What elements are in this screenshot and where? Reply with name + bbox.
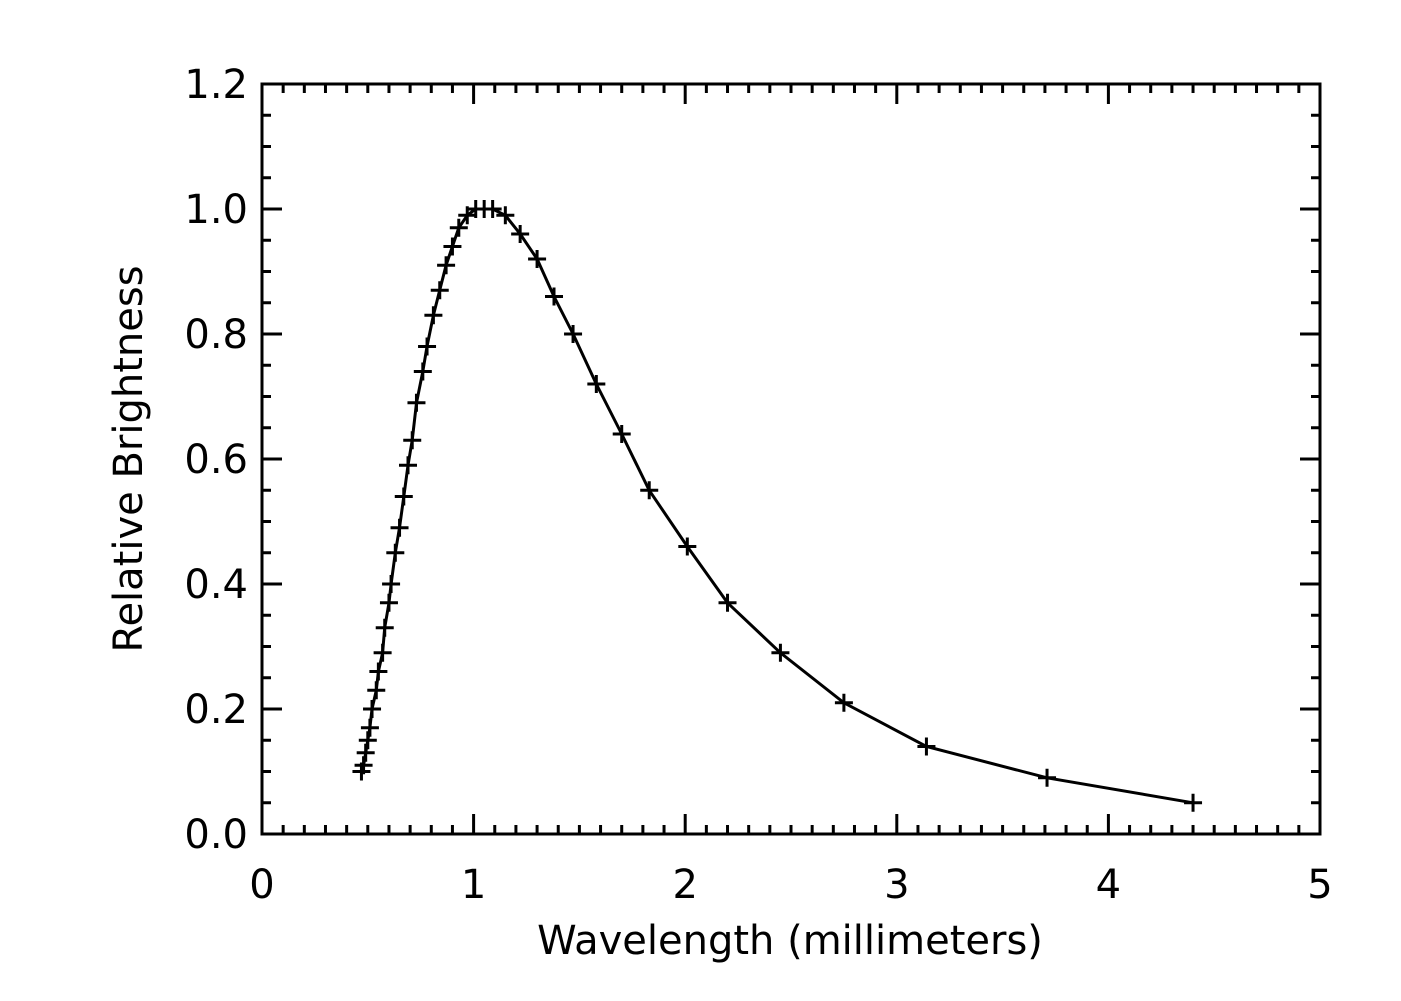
x-tick-label: 4: [1096, 862, 1121, 908]
data-point: [354, 756, 373, 775]
data-point: [545, 287, 564, 306]
x-tick-label: 2: [672, 862, 697, 908]
data-point: [496, 206, 515, 225]
data-point: [1038, 768, 1057, 787]
y-tick-label: 0.8: [184, 312, 248, 358]
data-point: [528, 250, 547, 268]
minor-ticks: [262, 84, 1320, 834]
data-markers: [352, 200, 1203, 812]
data-point: [418, 337, 437, 356]
data-point: [430, 281, 449, 300]
data-point: [360, 718, 379, 737]
major-ticks: [260, 82, 1322, 836]
data-point: [483, 200, 502, 218]
y-tick-label: 0.4: [184, 562, 248, 608]
data-point: [587, 375, 606, 393]
data-point: [718, 593, 737, 612]
data-point: [449, 218, 468, 237]
data-point: [403, 431, 422, 450]
data-point: [373, 643, 392, 662]
y-tick-label: 0.0: [184, 812, 248, 858]
plot-frame: [260, 82, 1322, 836]
data-point: [356, 743, 375, 762]
data-point: [386, 543, 405, 562]
data-point: [390, 518, 409, 537]
data-point: [394, 487, 413, 506]
x-tick-label: 5: [1307, 862, 1332, 908]
data-point: [612, 425, 631, 443]
data-point: [375, 618, 394, 637]
data-point: [382, 575, 401, 593]
data-point: [399, 456, 418, 475]
data-point: [413, 362, 432, 381]
data-point: [379, 593, 398, 612]
data-point: [424, 306, 443, 325]
data-point: [640, 481, 659, 500]
y-tick-label: 1.0: [184, 187, 248, 233]
data-point: [834, 693, 853, 712]
data-point: [511, 225, 530, 243]
y-tick-label: 0.6: [184, 437, 248, 483]
data-point: [369, 662, 388, 681]
data-point: [367, 681, 386, 700]
y-axis-title: Relative Brightness: [106, 265, 152, 652]
data-point: [363, 700, 382, 718]
data-point: [678, 537, 697, 556]
x-axis-title: Wavelength (millimeters): [537, 918, 1043, 964]
data-point: [917, 737, 936, 756]
data-point: [771, 643, 790, 662]
data-point: [437, 256, 456, 275]
x-tick-label: 3: [884, 862, 909, 908]
y-tick-label: 1.2: [184, 62, 248, 108]
x-tick-label: 0: [249, 862, 274, 908]
y-tick-label: 0.2: [184, 687, 248, 733]
data-point: [443, 237, 462, 256]
data-point: [358, 731, 377, 750]
data-point: [564, 325, 583, 343]
data-point: [1184, 793, 1203, 812]
series-line: [360, 207, 1194, 805]
y-tick-labels: 0.0 0.2 0.4 0.6 0.8 1.0 1.2: [184, 62, 248, 858]
x-tick-label: 1: [461, 862, 486, 908]
x-tick-labels: 0 1 2 3 4 5: [249, 862, 1332, 908]
data-point: [407, 393, 426, 412]
